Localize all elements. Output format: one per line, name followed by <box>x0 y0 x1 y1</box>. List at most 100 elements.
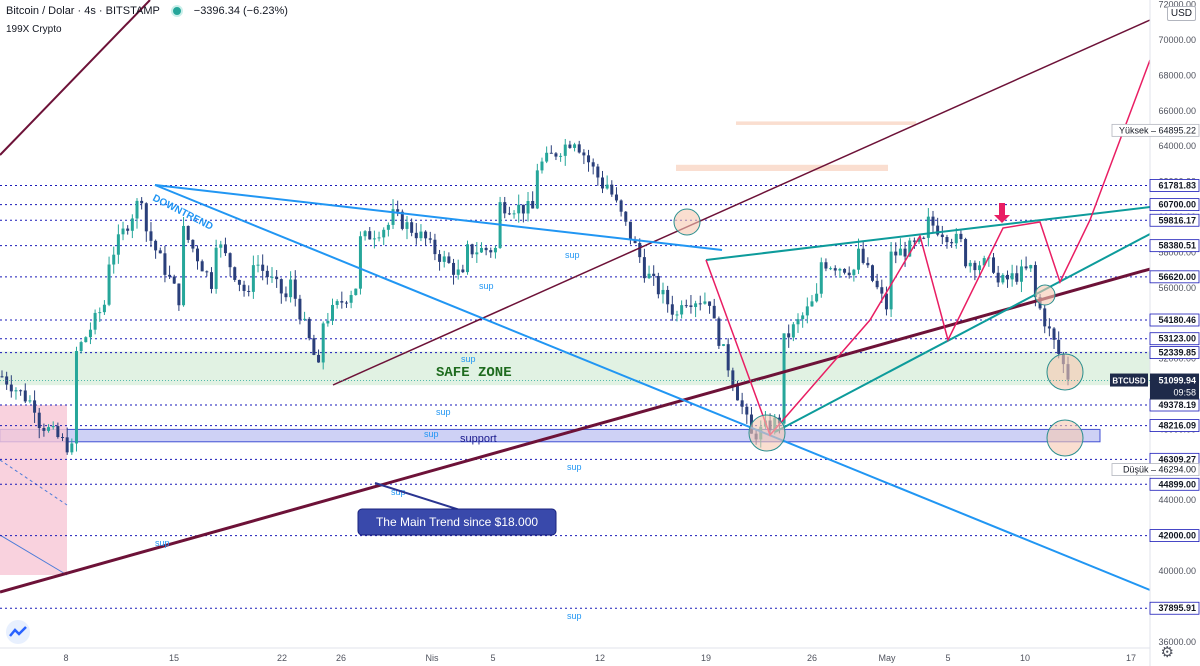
candle-body <box>1052 328 1056 340</box>
symbol-tag-text: BTCUSD <box>1112 377 1146 386</box>
high-marker-text: Yüksek – 64895.22 <box>1119 125 1196 135</box>
candle-body <box>1024 266 1028 269</box>
gear-icon[interactable]: ⚙ <box>1160 644 1174 661</box>
level-price-text: 48216.09 <box>1158 421 1196 431</box>
candle-body <box>98 312 102 314</box>
candle-body <box>293 279 297 299</box>
symbol-header: Bitcoin / Dolar · 4s · BITSTAMP −3396.34… <box>6 5 288 18</box>
price-tick-label: 40000.00 <box>1158 566 1196 576</box>
candle-body <box>19 390 23 392</box>
candle-body <box>656 276 660 295</box>
low-marker <box>1111 463 1200 476</box>
price-change: −3396.34 (−6.23%) <box>193 5 288 17</box>
high-marker <box>1111 123 1200 137</box>
candle-body <box>591 162 595 167</box>
downtrend-line-lower[interactable] <box>154 184 1151 591</box>
candle-body <box>600 177 604 189</box>
upper-channel-line[interactable] <box>332 19 1151 386</box>
candle-body <box>582 152 586 156</box>
sup-label: sup <box>424 429 439 439</box>
level-price-tag <box>1149 239 1200 253</box>
level-price-tag <box>1149 529 1200 542</box>
upper-left-trend-line[interactable] <box>0 0 151 156</box>
candle-body <box>433 239 437 255</box>
time-tick-label: 26 <box>807 653 817 663</box>
time-tick-label: 10 <box>1020 653 1030 663</box>
wedge-upper-line[interactable] <box>705 206 1151 261</box>
candle-body <box>154 240 158 251</box>
candle-body <box>317 354 321 363</box>
pink-swing-path[interactable] <box>705 59 1151 437</box>
candle-body <box>493 247 497 253</box>
candle-body <box>684 305 688 307</box>
candle-body <box>461 269 465 273</box>
candle-body <box>172 276 176 284</box>
time-tick-label: May <box>878 653 896 663</box>
level-price-text: 44899.00 <box>1158 479 1196 489</box>
candle-body <box>992 257 996 273</box>
indicator-name: 199X Crypto <box>6 24 62 35</box>
tradingview-logo-icon[interactable] <box>6 620 30 644</box>
candle-body <box>847 272 851 276</box>
candle-body <box>563 144 567 156</box>
sup-label: sup <box>155 538 170 548</box>
candle-body <box>838 268 842 271</box>
main-trend-callout[interactable] <box>357 508 557 536</box>
candle-body <box>84 337 88 343</box>
candle-body <box>638 243 642 258</box>
candle-body <box>326 320 330 324</box>
candle-body <box>140 200 144 204</box>
candle-body <box>568 144 572 148</box>
candle-body <box>112 254 116 265</box>
level-price-tag <box>1149 179 1200 192</box>
candle-body <box>745 406 749 415</box>
candle-body <box>1043 308 1047 327</box>
candle-body <box>642 257 646 279</box>
sup-label: sup <box>567 462 582 472</box>
candle-body <box>912 240 916 242</box>
candle-body <box>135 200 139 219</box>
currency-button[interactable]: USD <box>1166 6 1196 21</box>
main-trend-line[interactable] <box>0 253 1200 594</box>
candle-body <box>908 240 912 257</box>
candle-body <box>377 237 381 239</box>
candle-body <box>130 218 134 231</box>
candle-body <box>331 304 335 321</box>
candle-body <box>354 288 358 296</box>
candle-body <box>1047 326 1051 329</box>
candle-body <box>233 267 237 280</box>
candle-body <box>144 203 148 232</box>
time-axis[interactable]: 8 15 22 26 Nis 5 12 19 26 May 5 10 17 <box>63 653 1136 663</box>
candle-body <box>121 228 125 235</box>
level-price-tag <box>1149 477 1200 491</box>
candle-body <box>419 231 423 239</box>
level-price-tag <box>1149 419 1200 432</box>
time-tick-label: 5 <box>945 653 950 663</box>
candle-body <box>396 209 400 212</box>
level-price-labels: 61781.83 60700.00 59816.17 58380.51 56620.00… <box>0 123 1200 615</box>
time-tick-label: 8 <box>63 653 68 663</box>
candle-body <box>363 231 367 237</box>
downtrend-line-upper[interactable] <box>154 184 723 251</box>
candle-body <box>321 323 325 363</box>
candle-body <box>819 262 823 294</box>
pivot-circle <box>1046 419 1084 457</box>
candle-body <box>56 426 60 438</box>
candle-body <box>386 224 390 230</box>
candle-body <box>158 250 162 254</box>
level-price-tag <box>1149 332 1200 346</box>
candle-body <box>698 303 702 305</box>
symbol-tag <box>1110 373 1148 387</box>
candle-body <box>815 293 819 302</box>
candle-body <box>791 324 795 338</box>
level-price-text: 37895.91 <box>1158 603 1196 613</box>
candle-body <box>256 264 260 266</box>
wedge-lower-line[interactable] <box>774 233 1151 433</box>
candle-body <box>810 301 814 307</box>
low-marker-text: Düşük – 46294.00 <box>1123 465 1196 475</box>
candle-body <box>289 279 293 298</box>
candle-body <box>182 225 186 306</box>
candle-body <box>405 222 409 229</box>
level-price-tag <box>1149 270 1200 284</box>
